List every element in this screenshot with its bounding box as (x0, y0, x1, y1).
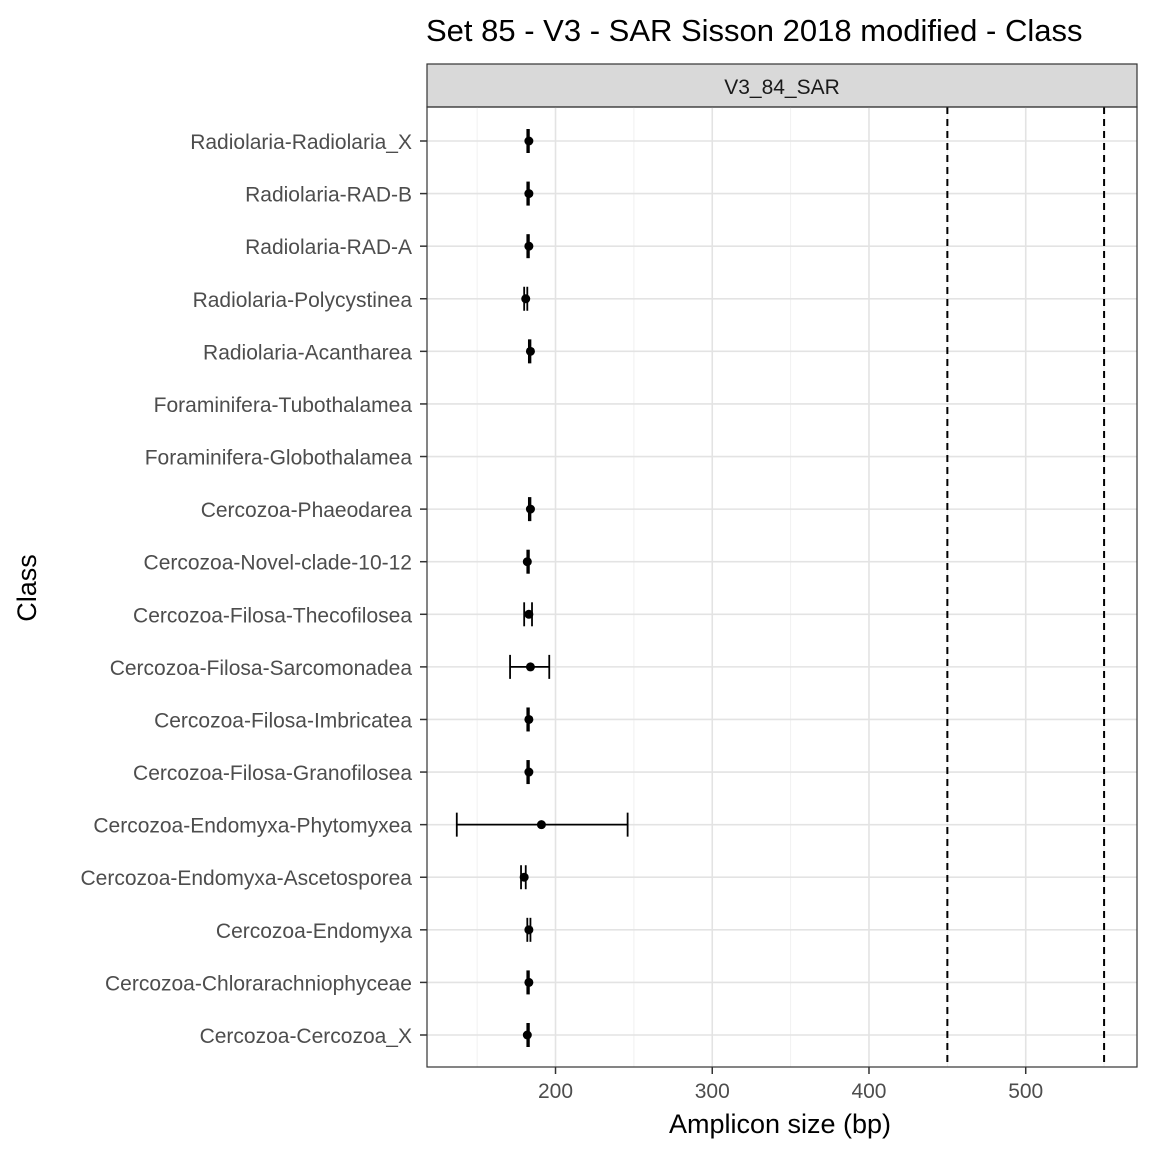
y-tick-label: Cercozoa-Filosa-Sarcomonadea (110, 657, 413, 680)
plot-panel-border (426, 106, 1138, 1068)
mean-point (524, 136, 534, 146)
y-tick-label: Cercozoa-Endomyxa-Phytomyxea (93, 815, 412, 838)
data-marks (455, 129, 629, 1047)
facet-strip (426, 63, 1138, 108)
mean-point (522, 557, 532, 567)
y-tick-label: Cercozoa-Endomyxa (216, 920, 412, 943)
mean-point (524, 609, 534, 619)
x-tick-label: 200 (538, 1080, 573, 1103)
y-tick-label: Cercozoa-Filosa-Thecofilosea (133, 604, 412, 627)
x-axis-title: Amplicon size (bp) (669, 1109, 891, 1139)
y-tick-label: Cercozoa-Cercozoa_X (200, 1025, 412, 1048)
mean-point (536, 820, 546, 830)
x-tick-label: 300 (695, 1080, 730, 1103)
mean-point (524, 925, 534, 935)
y-tick-label: Radiolaria-RAD-A (245, 236, 412, 259)
chart-title: Set 85 - V3 - SAR Sisson 2018 modified -… (426, 13, 1082, 48)
mean-point (521, 294, 531, 304)
mean-point (525, 346, 535, 356)
y-axis-title: Class (12, 554, 42, 622)
y-tick-label: Cercozoa-Endomyxa-Ascetosporea (81, 867, 413, 890)
reference-lines (946, 107, 1106, 1067)
y-tick-label: Radiolaria-Polycystinea (193, 289, 413, 312)
mean-point (525, 504, 535, 514)
x-axis: 200 300 400 500 (538, 1067, 1043, 1103)
y-tick-label: Cercozoa-Phaeodarea (201, 499, 413, 522)
y-tick-label: Foraminifera-Globothalamea (145, 447, 413, 470)
mean-point (524, 977, 534, 987)
mean-point (524, 767, 534, 777)
y-tick-label: Cercozoa-Filosa-Imbricatea (154, 709, 412, 732)
y-tick-label: Cercozoa-Novel-clade-10-12 (144, 552, 412, 575)
y-tick-label: Cercozoa-Chlorarachniophyceae (105, 972, 412, 995)
mean-point (524, 714, 534, 724)
x-tick-label: 400 (851, 1080, 886, 1103)
gridlines (427, 107, 1137, 1067)
y-tick-label: Radiolaria-RAD-B (245, 184, 412, 207)
mean-point (522, 1030, 532, 1040)
x-tick-label: 500 (1008, 1080, 1043, 1103)
y-tick-label: Foraminifera-Tubothalamea (154, 394, 413, 417)
mean-point (519, 872, 529, 882)
mean-point (525, 662, 535, 672)
mean-point (524, 241, 534, 251)
y-axis: Radiolaria-Radiolaria_X Radiolaria-RAD-B R… (81, 131, 427, 1048)
y-tick-label: Radiolaria-Radiolaria_X (190, 131, 412, 154)
y-tick-label: Cercozoa-Filosa-Granofilosea (133, 762, 412, 785)
facet-strip-label: V3_84_SAR (724, 76, 840, 99)
y-tick-label: Radiolaria-Acantharea (203, 341, 412, 364)
mean-point (524, 189, 534, 199)
